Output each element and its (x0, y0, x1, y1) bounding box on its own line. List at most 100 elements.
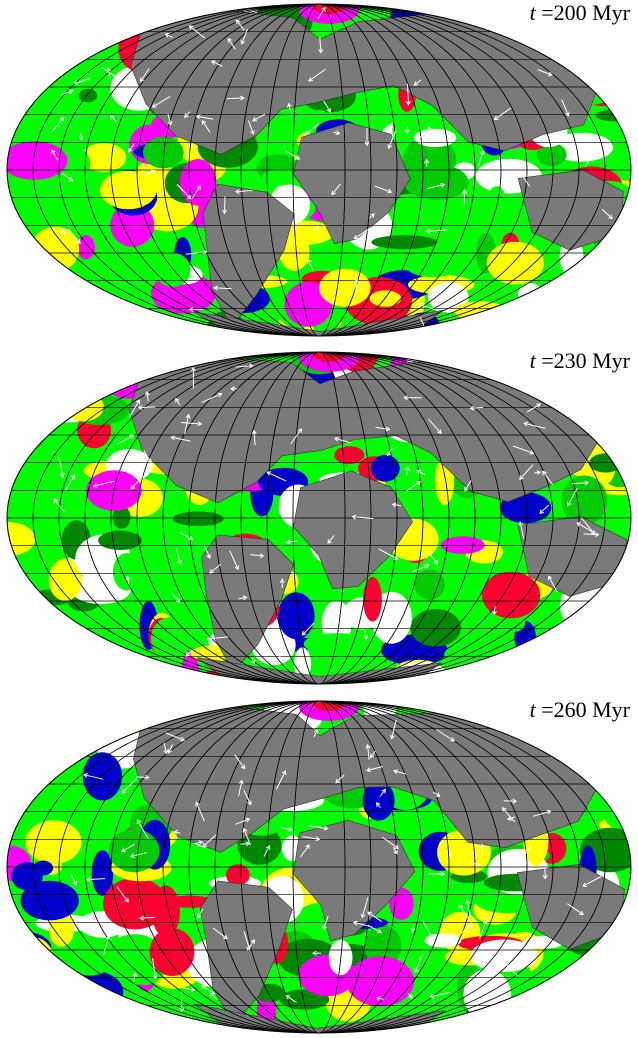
arrow-head (360, 913, 366, 919)
arrow-head (132, 971, 138, 977)
arrow-head (188, 306, 194, 313)
arrow-head (198, 840, 204, 846)
arrow-head (92, 482, 98, 488)
arrow-head (405, 101, 411, 106)
arrow-head (307, 258, 312, 264)
velocity-arrow-icon (243, 828, 251, 846)
arrow-head (195, 114, 201, 120)
arrow-head (238, 779, 244, 785)
time-value: =230 Myr (541, 348, 630, 373)
arrow-head (247, 800, 252, 806)
arrow-head (424, 135, 430, 141)
arrow-head (206, 554, 211, 559)
arrow-head (327, 539, 332, 544)
velocity-arrow-icon (193, 841, 203, 845)
anomaly-patch (58, 637, 108, 680)
velocity-arrow-icon (370, 750, 376, 758)
polar-anomaly-core (313, 701, 345, 711)
anomaly-patch (536, 143, 567, 167)
anomaly-patch (600, 788, 631, 801)
arrow-head (440, 182, 446, 188)
anomaly-patch (43, 787, 66, 829)
velocity-arrow-icon (406, 467, 409, 476)
continent (293, 470, 413, 590)
arrow-head (197, 421, 203, 427)
arrow-head (546, 809, 552, 815)
velocity-arrow-icon (243, 931, 251, 950)
anomaly-patch (403, 164, 469, 200)
velocity-arrow-icon (252, 113, 266, 122)
meridian-line (136, 4, 502, 336)
anomaly-patch (7, 701, 32, 740)
arrow-head (547, 575, 553, 581)
arrow-head (235, 19, 241, 25)
velocity-arrow-icon (393, 770, 407, 775)
meridian-line (214, 352, 424, 684)
arrow-head (179, 1007, 185, 1013)
arrow-head (128, 147, 133, 153)
arrow-head (175, 397, 180, 403)
velocity-arrow-icon (181, 422, 202, 425)
arrow-head (242, 827, 248, 833)
arrow-head (393, 769, 399, 775)
arrow-head (416, 469, 421, 475)
anomaly-patch (154, 252, 191, 287)
arrow-head (252, 117, 257, 122)
velocity-arrow-icon (512, 445, 534, 454)
arrow-head (250, 939, 255, 944)
velocity-arrow-icon (542, 471, 554, 485)
velocity-arrow-icon (524, 422, 546, 429)
velocity-arrow-icon (285, 150, 300, 160)
arrow-head (313, 728, 319, 734)
arrow-head (519, 475, 524, 481)
arrow-head (391, 502, 397, 508)
velocity-arrow-icon (241, 28, 249, 45)
meridian-line (84, 4, 554, 336)
arrow-head (196, 185, 201, 190)
arrow-head (202, 842, 207, 848)
arrow-head (286, 102, 292, 108)
arrow-head (234, 188, 240, 194)
velocity-arrow-icon (366, 766, 383, 771)
arrow-head (394, 844, 399, 849)
anomaly-patch (573, 653, 620, 679)
velocity-arrow-icon (502, 807, 516, 823)
arrow-head (259, 553, 265, 559)
anomaly-patch (572, 280, 619, 303)
anomaly-patch (617, 767, 631, 802)
velocity-arrow-icon (494, 107, 512, 120)
anomaly-patch (50, 701, 105, 720)
velocity-arrow-icon (121, 777, 138, 794)
anomaly-patch (319, 268, 371, 307)
velocity-arrow-icon (367, 911, 383, 923)
velocity-arrow-icon (130, 852, 147, 857)
anomaly-patch (294, 647, 311, 681)
anomaly-patch (614, 625, 631, 656)
anomaly-patch (563, 22, 629, 58)
arrow-head (321, 6, 326, 12)
velocity-arrow-icon (250, 554, 264, 557)
anomaly-patch (334, 446, 365, 464)
anomaly-patch (169, 327, 194, 336)
velocity-arrow-icon (479, 920, 487, 939)
anomaly-patch (7, 610, 42, 658)
anomaly-patch (39, 4, 61, 22)
arrow-head (403, 395, 408, 401)
arrow-head (381, 788, 386, 794)
velocity-arrow-icon (386, 447, 393, 456)
anomaly-patch (114, 323, 148, 336)
arrow-head (72, 880, 78, 886)
arrow-head (520, 173, 526, 179)
arrow-head (106, 66, 112, 72)
velocity-arrow-icon (171, 436, 191, 442)
anomaly-patch (98, 530, 142, 550)
velocity-arrow-icon (571, 482, 589, 485)
meridian-line (110, 4, 528, 336)
arrow-head (185, 413, 191, 419)
arrow-head (242, 595, 248, 601)
anomaly-patch (444, 503, 463, 545)
velocity-arrow-icon (480, 844, 483, 860)
anomaly-patch (78, 88, 98, 103)
anomaly-patch (14, 65, 45, 93)
arrow-head (424, 158, 430, 164)
